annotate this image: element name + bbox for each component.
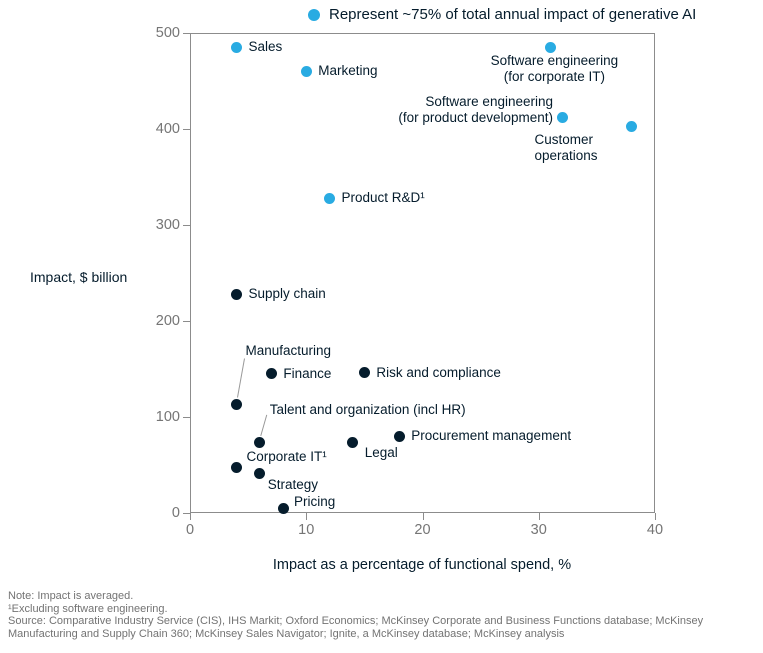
legend-dot-icon [308,8,320,21]
data-point [393,430,405,442]
x-tick-label: 40 [646,522,664,538]
point-label: Software engineering (for corporate IT) [490,53,619,85]
point-label: Sales [248,39,283,55]
y-tick-label: 500 [155,25,180,41]
y-tick [183,513,190,514]
y-tick-label: 400 [155,121,180,137]
data-point [556,111,568,123]
x-tick [538,513,540,520]
data-point [231,288,242,300]
source-line: Source: Comparative Industry Service (CI… [8,615,704,640]
chart-legend: Represent ~75% of total annual impact of… [308,6,696,23]
data-point [277,502,289,514]
y-tick-label: 100 [155,409,180,425]
data-point [324,192,335,204]
data-point [300,65,312,77]
point-label: Supply chain [248,286,326,302]
point-label: Procurement management [411,428,572,444]
data-point [231,462,242,474]
point-label: Finance [283,365,332,381]
data-point [254,468,266,480]
x-tick-label: 0 [185,522,195,538]
point-label: Customer operations [534,132,598,164]
y-tick-label: 200 [155,313,180,329]
point-label: Risk and compliance [376,364,501,380]
point-label: Talent and organization (incl HR) [269,401,466,417]
point-label: Corporate IT¹ [246,448,327,464]
y-tick-label: 0 [171,505,180,521]
point-label: Legal [364,444,398,460]
point-label: Pricing [294,494,336,510]
data-point [347,437,359,449]
y-tick [183,129,190,130]
y-axis-title: Impact, $ billion [30,269,128,285]
footnote-line: ¹Excluding software engineering. [8,602,168,615]
y-tick [183,225,190,226]
x-tick [190,513,191,520]
data-point [358,367,370,379]
point-label: Software engineering (for product develo… [398,94,553,126]
legend-label: Represent ~75% of total annual impact of… [329,6,697,23]
y-tick [183,417,190,418]
point-label: Product R&D¹ [341,190,425,206]
x-tick-label: 20 [414,522,431,538]
x-tick [422,513,424,520]
x-axis-title: Impact as a percentage of functional spe… [272,557,572,573]
x-tick-label: 30 [530,522,547,538]
y-tick [183,33,190,34]
point-label: Manufacturing [245,342,332,358]
y-tick [183,321,190,322]
footnotes: Note: Impact is averaged. ¹Excluding sof… [8,590,760,640]
x-tick-label: 10 [298,522,315,538]
x-tick [655,513,656,520]
data-point [231,399,242,411]
data-point [544,41,556,53]
point-label: Strategy [267,476,319,492]
data-point [231,41,242,53]
data-point [265,368,277,380]
note-line: Note: Impact is averaged. [8,590,134,602]
point-label: Marketing [318,63,378,79]
y-tick-label: 300 [155,217,180,233]
data-point [254,437,266,449]
data-point [626,120,638,132]
plot-area [190,33,655,513]
x-tick [306,513,308,520]
